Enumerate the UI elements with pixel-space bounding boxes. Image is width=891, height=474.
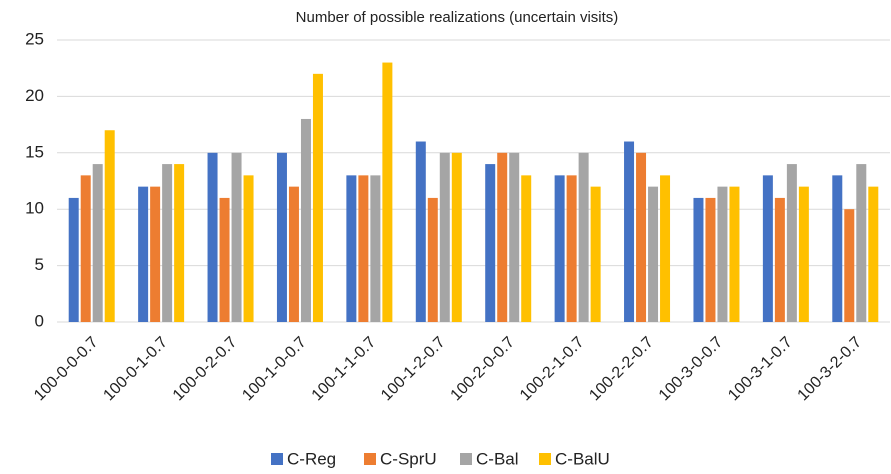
bar (427, 197, 438, 322)
bar (648, 186, 659, 322)
legend-label: C-BalU (555, 449, 610, 468)
bar (346, 175, 357, 322)
bar (844, 209, 855, 322)
x-tick-label: 100-2-0-0.7 (448, 334, 519, 405)
bar (382, 62, 393, 323)
bar (451, 152, 462, 322)
bar (868, 186, 879, 322)
y-tick-label: 5 (35, 255, 44, 274)
bar (219, 197, 230, 322)
bar (660, 175, 671, 322)
x-tick-label: 100-3-2-0.7 (795, 334, 866, 405)
bar (162, 164, 173, 322)
x-tick-label: 100-3-0-0.7 (656, 334, 727, 405)
bar (370, 175, 381, 322)
bar (312, 73, 323, 322)
bar (439, 152, 450, 322)
bar (231, 152, 242, 322)
bar (566, 175, 577, 322)
x-tick-label: 100-2-2-0.7 (586, 334, 657, 405)
bar (497, 152, 508, 322)
bar (636, 152, 647, 322)
bar (174, 164, 185, 322)
legend-label: C-SprU (380, 449, 437, 468)
bar (856, 164, 867, 322)
x-tick-label: 100-0-0-0.7 (31, 334, 102, 405)
x-tick-label: 100-1-0-0.7 (239, 334, 310, 405)
bar (207, 152, 218, 322)
bar (300, 118, 311, 323)
bar (832, 175, 843, 322)
bar (68, 197, 79, 322)
x-tick-label: 100-2-1-0.7 (517, 334, 588, 405)
chart-title: Number of possible realizations (uncerta… (296, 9, 619, 26)
x-tick-label: 100-1-1-0.7 (309, 334, 380, 405)
bar (485, 164, 496, 322)
y-tick-label: 10 (25, 199, 44, 218)
bar (590, 186, 601, 322)
x-tick-label: 100-0-1-0.7 (100, 334, 171, 405)
bar (138, 186, 149, 322)
bar (762, 175, 773, 322)
bar (243, 175, 254, 322)
bar (521, 175, 532, 322)
y-tick-label: 0 (35, 311, 44, 330)
bar (624, 141, 635, 322)
legend-swatch (271, 453, 283, 465)
bar (92, 164, 103, 322)
legend-swatch (539, 453, 551, 465)
bar (798, 186, 809, 322)
legend-label: C-Bal (476, 449, 519, 468)
bar (288, 186, 299, 322)
bar (729, 186, 740, 322)
bar (415, 141, 426, 322)
bar (717, 186, 728, 322)
y-tick-label: 25 (25, 29, 44, 48)
y-tick-label: 20 (25, 86, 44, 105)
bar (554, 175, 565, 322)
bar (104, 130, 115, 322)
bar (705, 197, 716, 322)
y-tick-label: 15 (25, 142, 44, 161)
bar (578, 152, 589, 322)
legend-swatch (364, 453, 376, 465)
x-tick-label: 100-1-2-0.7 (378, 334, 449, 405)
x-tick-label: 100-3-1-0.7 (725, 334, 796, 405)
legend-swatch (460, 453, 472, 465)
bar (693, 197, 704, 322)
bar (774, 197, 785, 322)
bar (509, 152, 520, 322)
bar (786, 164, 797, 322)
legend-label: C-Reg (287, 449, 336, 468)
bar (358, 175, 369, 322)
bar (276, 152, 287, 322)
bar (150, 186, 161, 322)
bar (80, 175, 91, 322)
x-tick-label: 100-0-2-0.7 (170, 334, 241, 405)
